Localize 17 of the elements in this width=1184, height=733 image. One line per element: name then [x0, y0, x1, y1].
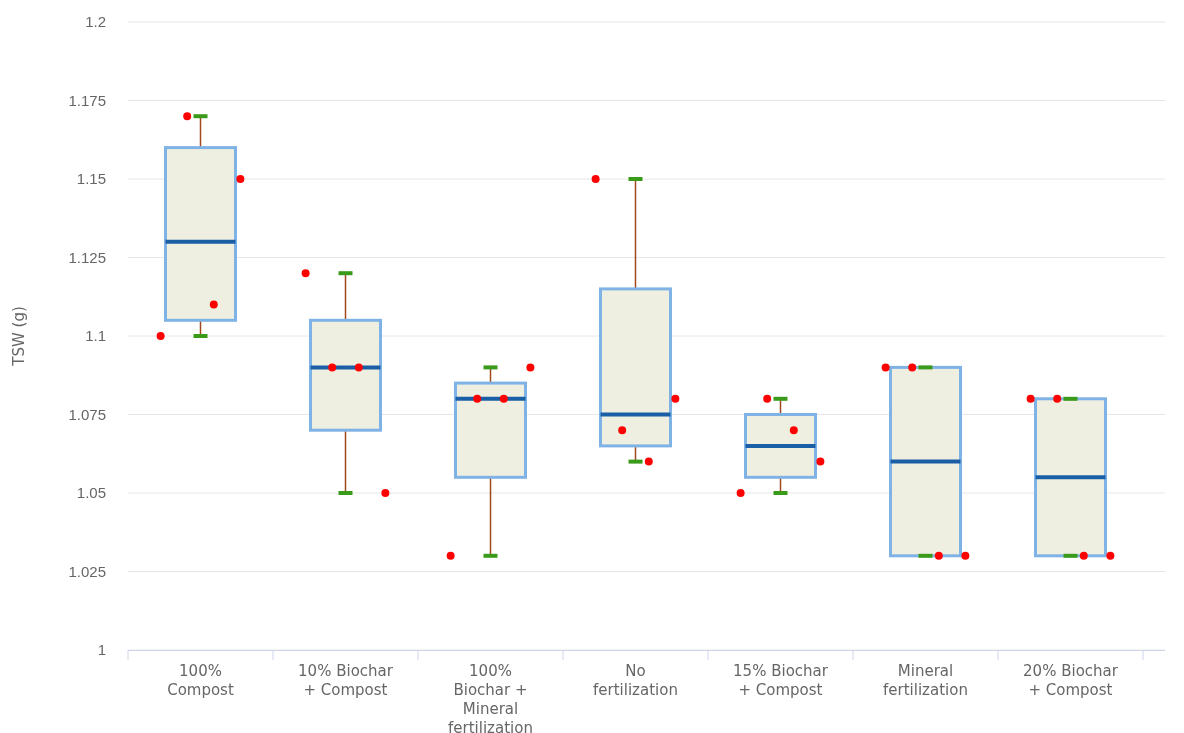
x-tick-label: 10% Biochar + Compost	[298, 662, 394, 699]
y-tick-label: 1	[97, 641, 106, 659]
y-tick-label: 1.075	[68, 405, 106, 423]
y-axis-title: TSW (g)	[10, 306, 28, 367]
x-tick-label: 20% Biochar + Compost	[1023, 662, 1119, 699]
x-tick-label: 15% Biochar + Compost	[733, 662, 829, 699]
y-tick-label: 1.025	[68, 562, 106, 580]
x-tick-label: No fertilization	[593, 662, 678, 699]
y-tick-label: 1.175	[68, 91, 106, 109]
y-tick-label: 1.125	[68, 248, 106, 266]
x-tick-label: 100% Biochar + Mineral fertilization	[448, 662, 533, 733]
y-tick-label: 1.1	[85, 327, 106, 345]
x-tick-label: Mineral fertilization	[883, 662, 968, 699]
y-tick-label: 1.05	[76, 484, 106, 502]
y-tick-label: 1.15	[76, 170, 106, 188]
y-tick-label: 1.2	[85, 13, 106, 31]
x-tick-label: 100% Compost	[167, 662, 234, 699]
